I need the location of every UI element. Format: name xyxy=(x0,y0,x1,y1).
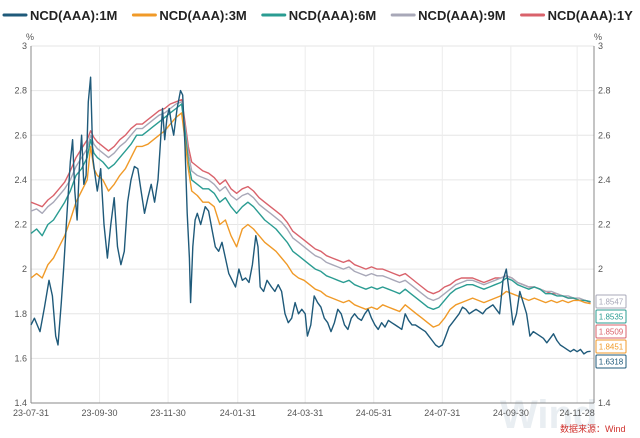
series-line-ncd-aaa-1y xyxy=(30,98,591,304)
x-tick-label: 24-09-30 xyxy=(493,408,529,418)
legend-item-ncd-aaa-9m[interactable]: NCD(AAA):9M xyxy=(390,8,506,23)
end-value-tag-box xyxy=(595,354,627,369)
y-tick-label-right: 2.8 xyxy=(598,86,611,96)
y-tick-label-left: 1.4 xyxy=(14,398,27,408)
y-tick-label-left: 3 xyxy=(22,41,27,51)
end-value-tag-box xyxy=(595,339,627,354)
y-tick-label-right: 2 xyxy=(598,264,603,274)
y-tick-label-left: 2.8 xyxy=(14,86,27,96)
legend-label: NCD(AAA):9M xyxy=(418,8,505,23)
y-tick-label-left: 2.6 xyxy=(14,130,27,140)
y-tick-label-right: 2.6 xyxy=(598,130,611,140)
end-value-tag-label: 1.8547 xyxy=(599,298,624,307)
source-note: 数据来源：Wind xyxy=(560,423,626,434)
end-value-tag: 1.8547 xyxy=(595,294,627,309)
end-value-tag-box xyxy=(595,294,627,309)
end-value-tag-label: 1.8451 xyxy=(599,343,624,352)
y-tick-label-left: 1.6 xyxy=(14,353,27,363)
legend-label: NCD(AAA):6M xyxy=(289,8,376,23)
end-value-tag: 1.8535 xyxy=(595,309,627,324)
x-tick-label: 24-07-31 xyxy=(424,408,460,418)
series-line-ncd-aaa-9m xyxy=(30,101,591,303)
y-tick-label-right: 1.4 xyxy=(598,398,611,408)
end-value-tag-label: 1.8535 xyxy=(599,313,624,322)
y-tick-label-right: 2.2 xyxy=(598,220,611,230)
y-tick-label-left: 2.4 xyxy=(14,175,27,185)
x-tick-label: 24-11-28 xyxy=(559,408,594,418)
legend-label: NCD(AAA):1Y xyxy=(548,8,634,23)
end-value-tag: 1.8451 xyxy=(595,339,627,354)
x-tick-label: 23-11-30 xyxy=(150,408,185,418)
y-unit-left: % xyxy=(26,32,34,42)
end-value-tag-label: 1.6318 xyxy=(599,358,624,367)
watermark-logo: Wind xyxy=(500,393,597,437)
y-tick-label-left: 2 xyxy=(22,264,27,274)
legend[interactable]: NCD(AAA):1M NCD(AAA):3M NCD(AAA):6M NCD(AAA… xyxy=(2,8,634,23)
x-tick-label: 24-05-31 xyxy=(356,408,392,418)
end-value-tag-box xyxy=(595,309,627,324)
legend-item-ncd-aaa-1y[interactable]: NCD(AAA):1Y xyxy=(520,8,634,23)
end-value-tag: 1.6318 xyxy=(595,354,627,369)
y-tick-label-left: 1.8 xyxy=(14,309,27,319)
end-value-tags: 1.8547 1.8535 1.8509 1.8451 1.6318 xyxy=(595,294,627,369)
x-tick-label: 23-09-30 xyxy=(82,408,118,418)
x-tick-label: 24-01-31 xyxy=(220,408,256,418)
y-unit-right: % xyxy=(594,32,602,42)
y-tick-label-right: 2.4 xyxy=(598,175,611,185)
x-tick-label: 24-03-31 xyxy=(287,408,323,418)
x-tick-label: 23-07-31 xyxy=(13,408,49,418)
end-value-tag-box xyxy=(595,324,627,339)
end-value-tag-label: 1.8509 xyxy=(599,328,624,337)
series-line-ncd-aaa-1m xyxy=(30,76,591,355)
y-tick-label-right: 3 xyxy=(598,41,603,51)
end-value-tag: 1.8509 xyxy=(595,324,627,339)
series-layer xyxy=(30,76,591,355)
legend-label: NCD(AAA):3M xyxy=(159,8,246,23)
legend-item-ncd-aaa-1m[interactable]: NCD(AAA):1M xyxy=(2,8,117,23)
legend-item-ncd-aaa-3m[interactable]: NCD(AAA):3M xyxy=(131,8,247,23)
legend-item-ncd-aaa-6m[interactable]: NCD(AAA):6M xyxy=(261,8,376,23)
legend-label: NCD(AAA):1M xyxy=(30,8,117,23)
series-line-ncd-aaa-3m xyxy=(30,112,591,328)
y-tick-label-left: 2.2 xyxy=(14,220,27,230)
series-line-ncd-aaa-6m xyxy=(30,103,591,310)
